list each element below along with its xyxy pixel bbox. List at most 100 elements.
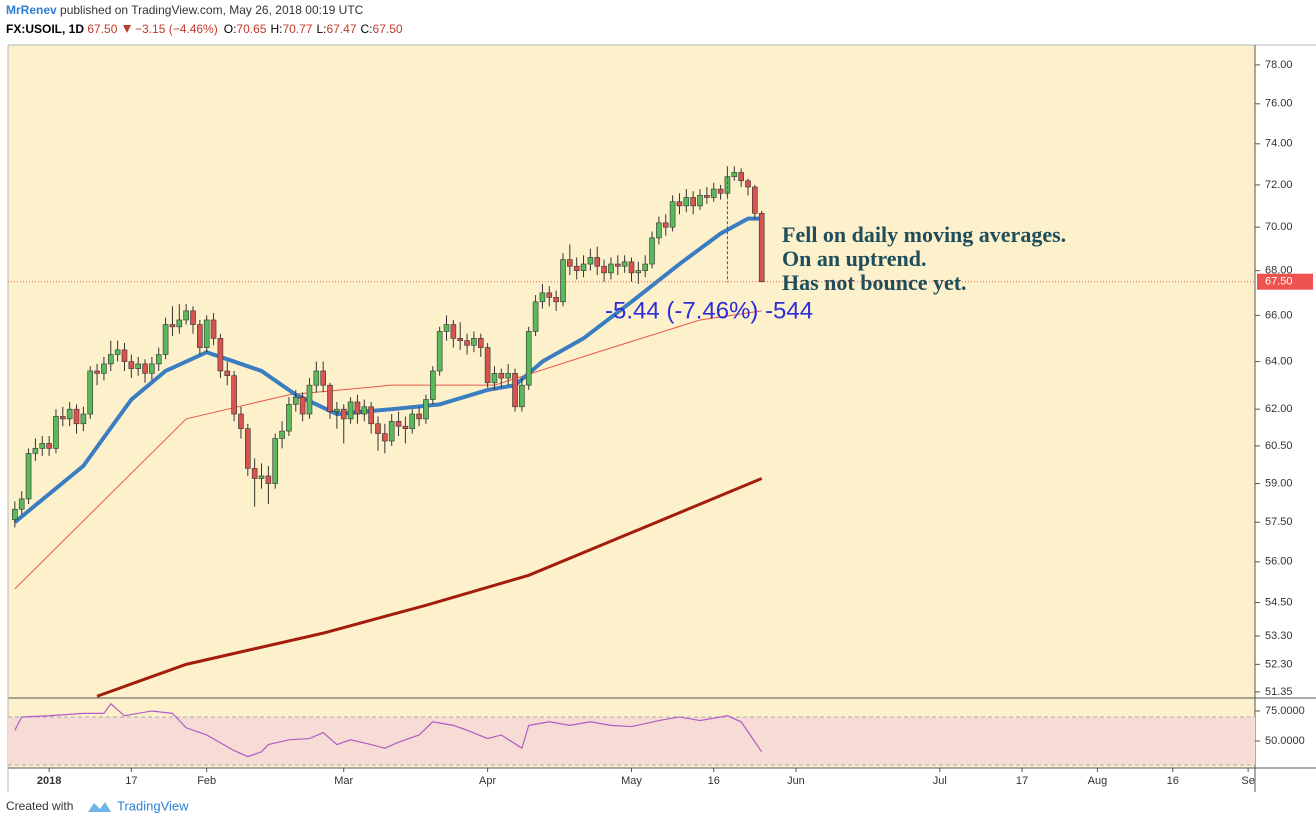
x-tick-label: 16: [1167, 775, 1179, 787]
moving-average: [14, 310, 762, 590]
y-tick-label: 53.30: [1265, 630, 1293, 642]
rsi-band: [8, 716, 1255, 765]
last: 67.50: [87, 22, 117, 36]
candle-body: [25, 453, 32, 500]
candle-body: [80, 413, 87, 425]
candle-body: [450, 324, 457, 339]
quote-value: 67.47: [326, 22, 356, 36]
x-tick-label: Se: [1241, 775, 1254, 787]
published: published on TradingView.com, May 26, 20…: [60, 3, 364, 17]
candle-body: [286, 404, 292, 432]
y-tick-label: 64.00: [1265, 355, 1293, 367]
candle-body: [53, 416, 59, 449]
candle-body: [484, 347, 491, 384]
last-price-label: 67.50: [1265, 276, 1293, 288]
candle-body: [683, 197, 690, 207]
candle-body: [210, 319, 217, 339]
candle-body: [162, 324, 169, 355]
candle-body: [224, 370, 231, 376]
candle-body: [128, 361, 135, 369]
candle-body: [12, 508, 18, 520]
candle-body: [608, 263, 614, 274]
candle-body: [519, 384, 525, 408]
candle-body: [656, 222, 662, 239]
y-tick-label: 59.00: [1265, 477, 1293, 489]
annotation: On an uptrend.: [782, 246, 926, 271]
quote-key: H:: [270, 22, 282, 36]
candle-body: [368, 406, 374, 425]
x-tick-label: Feb: [197, 775, 216, 787]
quote-value: 70.65: [236, 22, 266, 36]
candle-body: [361, 406, 368, 415]
x-tick-label: 16: [708, 775, 720, 787]
candle-body: [18, 498, 25, 510]
rsi-tick-label: 75.0000: [1265, 705, 1305, 717]
candle-body: [587, 257, 594, 265]
candle-body: [423, 399, 429, 420]
candle-body: [306, 384, 313, 415]
y-tick-label: 52.30: [1265, 658, 1293, 670]
candle-body: [354, 401, 361, 415]
symbol: FX:USOIL, 1D: [6, 22, 84, 36]
candle-body: [621, 261, 628, 267]
candle-body: [690, 197, 696, 207]
candle-body: [546, 292, 553, 298]
candle-body: [642, 263, 649, 271]
change-line: −3.15 (−4.46%) O:70.65 H:70.77 L:67.47 C:67.…: [135, 22, 403, 36]
y-tick-label: 68.00: [1265, 265, 1293, 277]
candle-body: [87, 370, 94, 415]
candle-body: [758, 213, 765, 283]
candle-body: [594, 257, 601, 267]
candle-body: [649, 237, 655, 265]
y-tick-label: 70.00: [1265, 221, 1293, 233]
candle-body: [491, 373, 498, 384]
candle-body: [738, 172, 744, 182]
candle-body: [347, 401, 354, 420]
down-arrow: [123, 25, 131, 33]
candle-body: [121, 349, 128, 362]
header: MrRenev published on TradingView.com, Ma…: [6, 3, 364, 17]
candle-body: [553, 297, 559, 303]
candle-body: [176, 319, 183, 328]
y-tick-label: 62.00: [1265, 403, 1293, 415]
candle-body: [752, 186, 758, 214]
candle-body: [107, 354, 114, 365]
candle-body: [238, 413, 244, 429]
candle-body: [505, 373, 511, 379]
candle-body: [471, 338, 477, 346]
candle-body: [525, 331, 532, 386]
candle-body: [101, 363, 107, 374]
candle-body: [676, 201, 683, 207]
y-tick-label: 54.50: [1265, 596, 1293, 608]
candle-body: [395, 421, 402, 427]
candle-body: [375, 423, 381, 434]
footer-brand: TradingView: [117, 798, 189, 813]
candle-body: [265, 475, 272, 484]
candle-body: [334, 408, 340, 412]
rsi-line: [14, 702, 763, 758]
candle-body: [327, 384, 333, 412]
y-tick-label: 66.00: [1265, 309, 1293, 321]
candle-body: [512, 373, 518, 408]
candle-body: [567, 259, 573, 267]
annotation: Fell on daily moving averages.: [782, 222, 1066, 247]
x-tick-label: 2018: [37, 775, 61, 787]
x-tick-label: Mar: [334, 775, 353, 787]
candle-body: [46, 443, 52, 449]
y-tick-label: 78.00: [1265, 59, 1293, 71]
quote-line: FX:USOIL, 1D 67.50: [6, 22, 118, 36]
candle-body: [292, 396, 299, 405]
candle-body: [217, 338, 224, 372]
candle-body: [573, 265, 580, 271]
candle-body: [464, 340, 470, 346]
candle-body: [498, 373, 505, 379]
tv-logo: [88, 802, 111, 812]
candle-body: [313, 370, 320, 386]
candle-body: [66, 408, 73, 420]
candle-body: [704, 195, 710, 198]
candle-body: [409, 413, 416, 429]
y-tick-label: 51.35: [1265, 686, 1293, 698]
x-tick-label: Apr: [479, 775, 496, 787]
candle-body: [457, 338, 464, 341]
candle-body: [382, 433, 388, 442]
